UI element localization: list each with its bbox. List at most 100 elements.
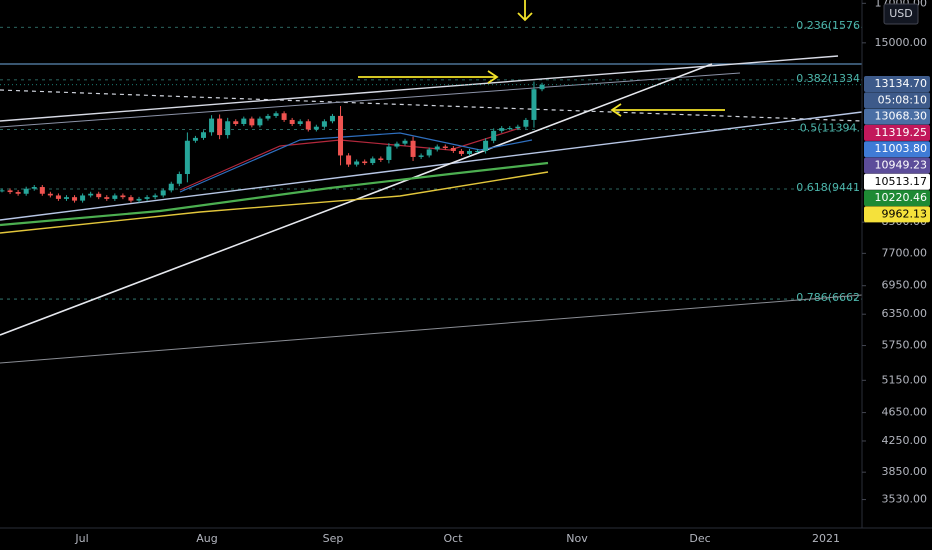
candle-body	[47, 193, 53, 196]
time-axis: Jul Aug Sep Oct Nov Dec 2021	[74, 532, 840, 545]
candle-body	[88, 193, 94, 196]
candles	[0, 81, 862, 203]
candle-body	[96, 193, 102, 198]
candle-body	[136, 198, 142, 201]
drawings	[0, 55, 863, 364]
candle-body	[128, 197, 134, 201]
price-tag-label: 11319.25	[875, 126, 928, 139]
price-tag	[864, 190, 930, 207]
candle-body	[402, 140, 408, 144]
price-tag	[864, 124, 930, 141]
fib-label: 0.618(9441	[796, 181, 860, 194]
x-tick-label: Oct	[443, 532, 463, 545]
y-tick-label: 7700.00	[882, 246, 928, 259]
candle-body	[466, 150, 472, 154]
candle-body	[217, 118, 223, 136]
price-tag-label: 10220.46	[875, 191, 928, 204]
long-trendline	[0, 294, 863, 364]
candle-body	[168, 183, 174, 191]
ma-yellow	[0, 171, 549, 234]
candle-body	[225, 121, 231, 136]
channel-bottom	[0, 111, 863, 221]
candle-body	[152, 195, 158, 198]
price-tag-label: 13134.70	[875, 77, 928, 90]
price-tag	[864, 141, 930, 158]
y-tick-label: 5750.00	[882, 339, 928, 352]
y-tick-label: 6950.00	[882, 279, 928, 292]
y-tick-label: 6350.00	[882, 307, 928, 320]
candle-body	[418, 155, 424, 157]
candle-body	[192, 137, 198, 141]
candle-body	[23, 188, 29, 194]
candle-body	[241, 118, 247, 124]
candle-body	[184, 140, 190, 175]
x-tick-label: Dec	[689, 532, 710, 545]
candle-body	[209, 118, 215, 133]
candle-body	[31, 187, 37, 189]
x-tick-label: Jul	[74, 532, 88, 545]
candle-body	[370, 158, 376, 164]
candle-body	[386, 146, 392, 160]
candle-body	[39, 187, 45, 194]
price-tag	[864, 157, 930, 174]
candle-body	[442, 146, 448, 149]
candle-body	[450, 148, 456, 151]
price-tag	[864, 108, 930, 125]
candle-body	[7, 190, 13, 193]
price-tag	[864, 92, 930, 109]
y-tick-label: 4650.00	[882, 406, 928, 419]
candle-body	[15, 192, 21, 194]
price-tag	[864, 206, 930, 223]
candle-body	[63, 197, 69, 199]
currency: USD	[889, 7, 913, 20]
candle-body	[426, 149, 432, 156]
price-tag-label: 11003.80	[875, 142, 928, 155]
candle-body	[72, 197, 78, 201]
candle-body	[273, 113, 279, 116]
candle-body	[201, 132, 206, 138]
ma-blue	[179, 132, 533, 193]
candle-body	[144, 197, 150, 199]
channel-top	[0, 55, 839, 122]
candle-body	[160, 190, 166, 196]
candle-body	[257, 118, 263, 126]
candle-body	[410, 140, 416, 157]
candle-body	[362, 161, 368, 164]
arrow-left-head	[610, 103, 622, 117]
fib-label: 0.5(11394.	[800, 122, 860, 135]
arrow-right-head	[487, 70, 499, 84]
candle-body	[176, 174, 182, 184]
annotations	[358, 0, 725, 117]
x-tick-label: Nov	[566, 532, 588, 545]
candle-body	[346, 155, 352, 165]
candle-body	[55, 195, 61, 199]
y-tick-label: 15000.00	[875, 36, 928, 49]
ma-green	[0, 161, 549, 227]
x-tick-label: Aug	[196, 532, 217, 545]
price-tag-label: 13068.30	[875, 110, 928, 123]
candle-body	[80, 195, 86, 201]
candle-body	[523, 119, 529, 127]
candle-body	[531, 89, 537, 120]
price-tag-label: 9962.13	[882, 207, 928, 220]
candle-body	[289, 119, 295, 124]
candle-body	[233, 121, 239, 124]
candle-body	[483, 140, 489, 151]
candle-body	[321, 121, 327, 127]
price-tag-label: 10949.23	[875, 159, 928, 172]
candle-body	[297, 121, 303, 124]
candle-body	[104, 197, 110, 199]
candle-body	[329, 115, 335, 122]
fib-label: 0.382(1334	[796, 72, 860, 85]
x-tick-label: 2021	[812, 532, 840, 545]
candle-body	[507, 128, 513, 130]
candle-body	[265, 115, 271, 119]
candle-body	[475, 150, 481, 152]
price-tag-label: 10513.17	[875, 175, 928, 188]
candle-body	[434, 146, 440, 150]
x-tick-label: Sep	[323, 532, 344, 545]
price-tag	[864, 173, 930, 190]
currency-box[interactable]	[883, 3, 919, 25]
